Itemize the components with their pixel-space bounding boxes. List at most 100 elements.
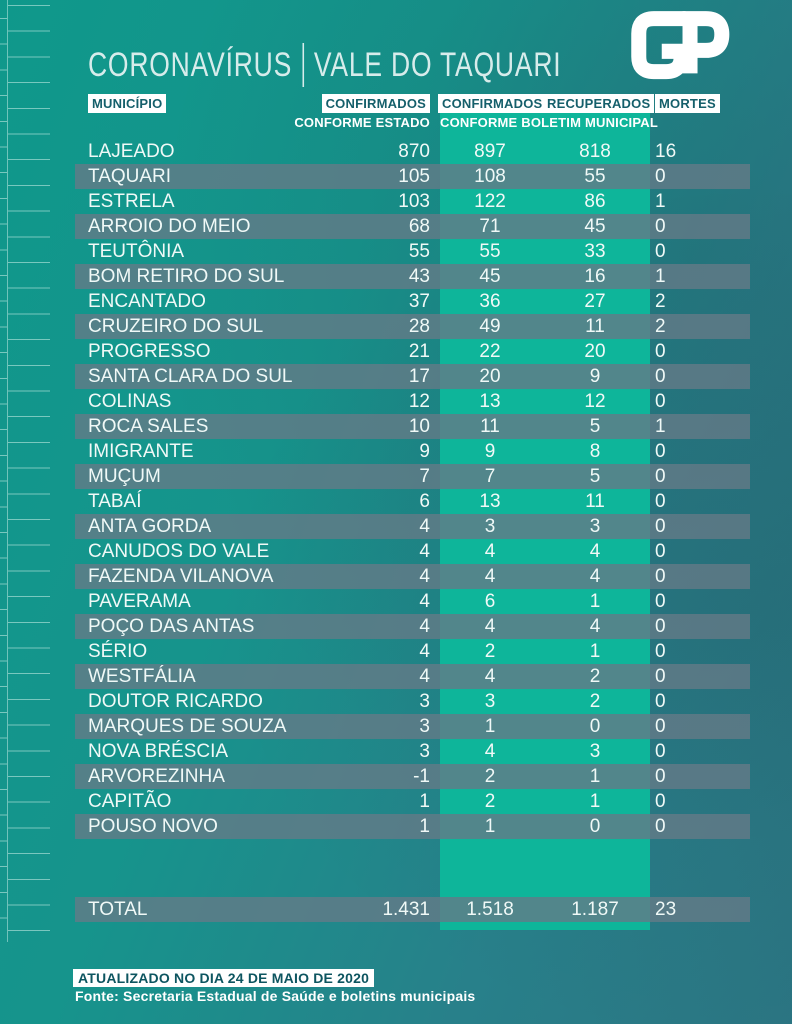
edge-tick-lines-inner	[8, 0, 50, 942]
municipality-name: TEUTÔNIA	[88, 241, 185, 262]
table-row: ARROIO DO MEIO 68 71 45 0	[75, 214, 750, 239]
table-row: SÉRIO 4 2 1 0	[75, 639, 750, 664]
deaths-value: 0	[655, 766, 666, 787]
deaths-value: 0	[655, 391, 666, 412]
confirmed-state-value: 3	[419, 716, 430, 737]
deaths-value: 0	[655, 441, 666, 462]
total-row: TOTAL 1.431 1.518 1.187 23	[75, 897, 750, 922]
edge-tick-lines-outer	[0, 0, 7, 942]
recovered-value: 3	[589, 741, 601, 762]
municipality-name: FAZENDA VILANOVA	[88, 566, 274, 587]
table-row: TABAÍ 6 13 11 0	[75, 489, 750, 514]
confirmed-municipal-value: 71	[479, 216, 501, 237]
confirmados-estado-header-chip: CONFIRMADOS	[321, 94, 430, 113]
confirmed-state-value: 68	[408, 216, 430, 237]
confirmed-municipal-value: 4	[484, 666, 496, 687]
municipality-name: ROCA SALES	[88, 416, 209, 437]
table-row: IMIGRANTE 9 9 8 0	[75, 439, 750, 464]
deaths-value: 0	[655, 516, 666, 537]
confirmed-state-value: 12	[408, 391, 430, 412]
table-row: CRUZEIRO DO SUL 28 49 11 2	[75, 314, 750, 339]
recovered-value: 1	[589, 591, 601, 612]
deaths-value: 0	[655, 241, 666, 262]
table-row: TAQUARI 105 108 55 0	[75, 164, 750, 189]
table-row: MUÇUM 7 7 5 0	[75, 464, 750, 489]
total-label: TOTAL	[88, 899, 148, 920]
table-row: ROCA SALES 10 11 5 1	[75, 414, 750, 439]
table-row: ARVOREZINHA -1 2 1 0	[75, 764, 750, 789]
recovered-value: 12	[584, 391, 606, 412]
recovered-value: 5	[589, 466, 601, 487]
recovered-value: 3	[589, 516, 601, 537]
recovered-value: 2	[589, 666, 601, 687]
deaths-value: 0	[655, 741, 666, 762]
confirmed-municipal-value: 1	[484, 716, 496, 737]
municipality-name: ARVOREZINHA	[88, 766, 225, 787]
gp-logo	[620, 8, 730, 84]
column-header-confirmados-municipal: CONFIRMADOS	[438, 94, 547, 113]
deaths-value: 0	[655, 716, 666, 737]
municipality-name: ENCANTADO	[88, 291, 206, 312]
confirmed-state-value: 4	[419, 641, 430, 662]
confirmed-state-value: 4	[419, 666, 430, 687]
confirmed-municipal-value: 108	[474, 166, 506, 187]
recovered-value: 2	[589, 691, 601, 712]
recovered-value: 33	[584, 241, 606, 262]
deaths-value: 0	[655, 366, 666, 387]
confirmed-state-value: -1	[413, 766, 430, 787]
municipality-name: ANTA GORDA	[88, 516, 212, 537]
confirmed-municipal-value: 897	[474, 141, 506, 162]
table-row: ENCANTADO 37 36 27 2	[75, 289, 750, 314]
deaths-value: 0	[655, 491, 666, 512]
recovered-value: 27	[584, 291, 606, 312]
confirmed-state-value: 105	[398, 166, 430, 187]
confirmed-state-value: 3	[419, 691, 430, 712]
table-row: COLINAS 12 13 12 0	[75, 389, 750, 414]
municipality-name: LAJEADO	[88, 141, 175, 162]
title-coronavirus: CORONAVÍRUS	[88, 45, 293, 84]
municipality-name: COLINAS	[88, 391, 172, 412]
confirmed-municipal-value: 4	[484, 741, 496, 762]
table-row: FAZENDA VILANOVA 4 4 4 0	[75, 564, 750, 589]
confirmed-municipal-value: 4	[484, 566, 496, 587]
deaths-value: 0	[655, 641, 666, 662]
confirmed-municipal-value: 3	[484, 691, 496, 712]
municipality-name: PROGRESSO	[88, 341, 211, 362]
municipality-name: POÇO DAS ANTAS	[88, 616, 255, 637]
table-row: PAVERAMA 4 6 1 0	[75, 589, 750, 614]
confirmed-municipal-value: 20	[479, 366, 501, 387]
deaths-value: 16	[655, 141, 677, 162]
recovered-value: 0	[589, 716, 601, 737]
confirmed-municipal-value: 4	[484, 616, 496, 637]
confirmed-municipal-value: 122	[474, 191, 506, 212]
deaths-value: 0	[655, 691, 666, 712]
municipality-name: WESTFÁLIA	[88, 666, 196, 687]
municipality-name: MUÇUM	[88, 466, 161, 487]
table-row: CANUDOS DO VALE 4 4 4 0	[75, 539, 750, 564]
confirmed-municipal-value: 2	[484, 791, 496, 812]
confirmed-state-value: 4	[419, 566, 430, 587]
title-region: VALE DO TAQUARI	[313, 45, 562, 84]
recovered-value: 4	[589, 541, 601, 562]
confirmed-municipal-value: 4	[484, 541, 496, 562]
title-divider-bar	[302, 43, 304, 87]
confirmed-municipal-value: 49	[479, 316, 501, 337]
table-row: LAJEADO 870 897 818 16	[75, 139, 750, 164]
gp-logo-icon	[631, 11, 730, 80]
total-confirmed-state: 1.431	[382, 899, 430, 920]
municipality-name: SÉRIO	[88, 641, 148, 662]
column-header-confirmados-estado: CONFIRMADOS	[280, 94, 430, 113]
confirmed-state-value: 43	[408, 266, 430, 287]
recovered-value: 1	[589, 766, 601, 787]
confirmed-state-value: 103	[398, 191, 430, 212]
deaths-value: 0	[655, 616, 666, 637]
deaths-value: 0	[655, 166, 666, 187]
page-title: CORONAVÍRUS VALE DO TAQUARI	[88, 40, 561, 90]
recovered-value: 8	[589, 441, 601, 462]
municipality-name: PAVERAMA	[88, 591, 191, 612]
municipality-name: CANUDOS DO VALE	[88, 541, 270, 562]
confirmed-state-value: 870	[398, 141, 430, 162]
confirmed-municipal-value: 55	[479, 241, 501, 262]
municipality-name: IMIGRANTE	[88, 441, 194, 462]
table-row: NOVA BRÉSCIA 3 4 3 0	[75, 739, 750, 764]
